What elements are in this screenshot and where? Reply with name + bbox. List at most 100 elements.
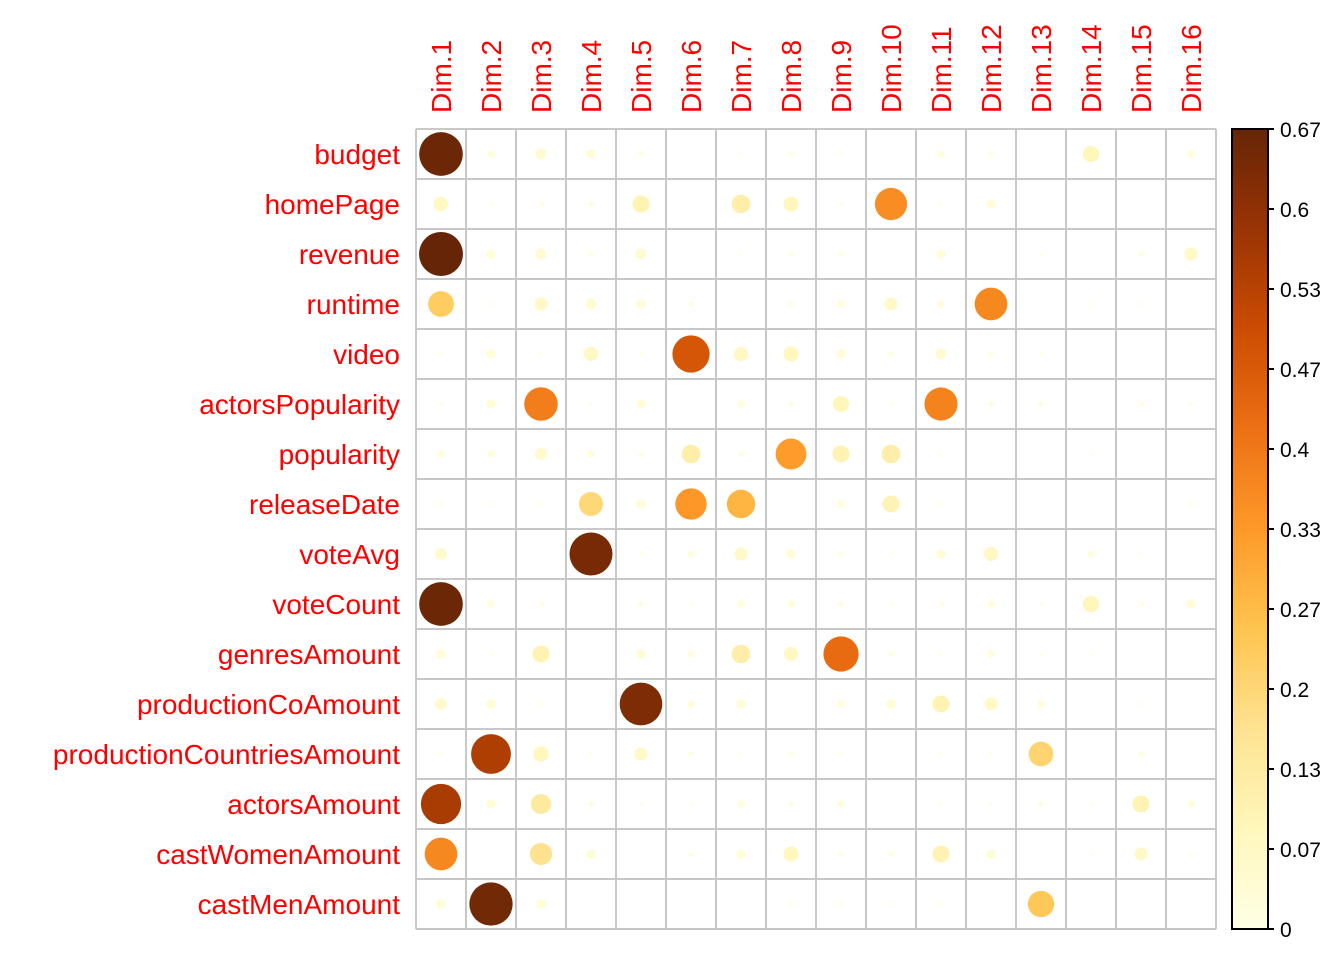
circle-genresAmount-Dim.6 <box>687 650 695 658</box>
circle-popularity-Dim.8 <box>775 438 807 470</box>
column-label-Dim.16: Dim.16 <box>1176 24 1207 113</box>
circle-castWomenAmount-Dim.10 <box>888 851 894 857</box>
circle-productionCountriesAmount-Dim.1 <box>439 752 443 756</box>
circle-actorsAmount-Dim.13 <box>1038 801 1044 807</box>
column-label-Dim.8: Dim.8 <box>776 40 807 113</box>
circle-budget-Dim.14 <box>1082 145 1100 163</box>
circle-actorsAmount-Dim.2 <box>486 799 496 809</box>
column-label-Dim.1: Dim.1 <box>426 40 457 113</box>
circle-castMenAmount-Dim.2 <box>469 882 513 926</box>
circle-revenue-Dim.7 <box>739 252 743 256</box>
circle-genresAmount-Dim.2 <box>489 652 493 656</box>
circle-actorsAmount-Dim.3 <box>530 793 552 815</box>
circle-castMenAmount-Dim.10 <box>889 902 893 906</box>
circle-castWomenAmount-Dim.15 <box>1134 847 1148 861</box>
circle-releaseDate-Dim.2 <box>489 502 493 506</box>
column-label-Dim.3: Dim.3 <box>526 40 557 113</box>
circle-productionCountriesAmount-Dim.5 <box>634 747 648 761</box>
circle-video-Dim.9 <box>836 349 846 359</box>
circle-voteCount-Dim.3 <box>538 601 544 607</box>
circle-productionCountriesAmount-Dim.3 <box>533 746 549 762</box>
circle-video-Dim.3 <box>539 352 543 356</box>
colorbar-tick-label: 0.53 <box>1280 279 1321 302</box>
circle-actorsAmount-Dim.8 <box>788 801 794 807</box>
circle-actorsPopularity-Dim.3 <box>524 387 558 421</box>
circle-video-Dim.13 <box>1039 352 1043 356</box>
circle-voteAvg-Dim.9 <box>838 551 844 557</box>
circle-homePage-Dim.1 <box>433 196 449 212</box>
circle-budget-Dim.7 <box>739 152 743 156</box>
circle-revenue-Dim.13 <box>1039 252 1043 256</box>
circle-voteAvg-Dim.11 <box>936 549 946 559</box>
circle-runtime-Dim.12 <box>974 287 1008 321</box>
column-label-Dim.14: Dim.14 <box>1076 24 1107 113</box>
colorbar-tick-label: 0.07 <box>1280 839 1321 862</box>
circle-releaseDate-Dim.7 <box>726 489 756 519</box>
row-label-voteAvg: voteAvg <box>299 539 400 570</box>
colorbar-tick-label: 0.6 <box>1280 199 1309 222</box>
circle-actorsAmount-Dim.14 <box>1089 802 1093 806</box>
circle-voteCount-Dim.5 <box>638 601 644 607</box>
circle-actorsAmount-Dim.15 <box>1132 795 1150 813</box>
circle-actorsAmount-Dim.6 <box>689 802 693 806</box>
circle-actorsPopularity-Dim.5 <box>636 399 646 409</box>
circle-genresAmount-Dim.9 <box>823 636 859 672</box>
circle-budget-Dim.4 <box>586 149 596 159</box>
circle-voteAvg-Dim.12 <box>983 546 999 562</box>
circle-actorsPopularity-Dim.4 <box>589 402 593 406</box>
circle-runtime-Dim.10 <box>884 297 898 311</box>
circle-genresAmount-Dim.1 <box>436 649 446 659</box>
circle-voteAvg-Dim.8 <box>786 549 796 559</box>
circle-homePage-Dim.4 <box>588 201 594 207</box>
circle-releaseDate-Dim.9 <box>837 500 845 508</box>
circle-budget-Dim.16 <box>1187 150 1195 158</box>
colorbar-tick-label: 0.4 <box>1280 439 1310 462</box>
circle-video-Dim.8 <box>783 346 799 362</box>
circle-actorsPopularity-Dim.1 <box>439 402 443 406</box>
circle-genresAmount-Dim.10 <box>888 651 894 657</box>
circle-popularity-Dim.10 <box>881 444 901 464</box>
circle-voteAvg-Dim.6 <box>687 550 695 558</box>
circle-actorsPopularity-Dim.11 <box>924 387 958 421</box>
circle-genresAmount-Dim.5 <box>636 649 646 659</box>
circle-releaseDate-Dim.6 <box>675 488 707 520</box>
circle-actorsPopularity-Dim.13 <box>1038 401 1044 407</box>
colorbar-tick-label: 0.67 <box>1280 119 1321 142</box>
circle-voteCount-Dim.12 <box>987 600 995 608</box>
circle-popularity-Dim.9 <box>832 445 850 463</box>
circle-productionCountriesAmount-Dim.11 <box>939 752 943 756</box>
circle-releaseDate-Dim.4 <box>578 491 604 517</box>
circle-actorsAmount-Dim.5 <box>639 802 643 806</box>
circle-productionCoAmount-Dim.2 <box>486 699 496 709</box>
circle-productionCoAmount-Dim.5 <box>619 682 663 726</box>
circle-revenue-Dim.15 <box>1138 251 1144 257</box>
colorbar-tick-label: 0.2 <box>1280 679 1309 702</box>
circle-productionCoAmount-Dim.6 <box>687 700 695 708</box>
circle-productionCountriesAmount-Dim.8 <box>788 751 794 757</box>
circle-popularity-Dim.5 <box>638 451 644 457</box>
circle-budget-Dim.9 <box>839 152 843 156</box>
circle-castWomenAmount-Dim.1 <box>424 837 458 871</box>
circle-actorsAmount-Dim.1 <box>420 783 462 825</box>
circle-productionCountriesAmount-Dim.15 <box>1138 751 1144 757</box>
circle-voteCount-Dim.16 <box>1186 599 1196 609</box>
circle-castWomenAmount-Dim.11 <box>932 845 950 863</box>
circle-actorsPopularity-Dim.7 <box>737 400 745 408</box>
column-label-Dim.2: Dim.2 <box>476 40 507 113</box>
circle-productionCoAmount-Dim.3 <box>539 702 543 706</box>
circle-actorsPopularity-Dim.16 <box>1189 402 1193 406</box>
circle-runtime-Dim.14 <box>1089 302 1093 306</box>
circle-homePage-Dim.11 <box>939 202 943 206</box>
circle-homePage-Dim.9 <box>839 202 843 206</box>
circle-castMenAmount-Dim.1 <box>436 899 446 909</box>
circle-revenue-Dim.9 <box>838 251 844 257</box>
circle-genresAmount-Dim.8 <box>783 646 799 662</box>
colorbar-tick-label: 0.13 <box>1280 759 1321 782</box>
circle-releaseDate-Dim.5 <box>636 499 646 509</box>
row-label-actorsPopularity: actorsPopularity <box>199 389 400 420</box>
circle-video-Dim.10 <box>888 351 894 357</box>
circle-voteCount-Dim.8 <box>787 600 795 608</box>
circle-revenue-Dim.2 <box>486 249 496 259</box>
circle-productionCoAmount-Dim.12 <box>984 697 998 711</box>
